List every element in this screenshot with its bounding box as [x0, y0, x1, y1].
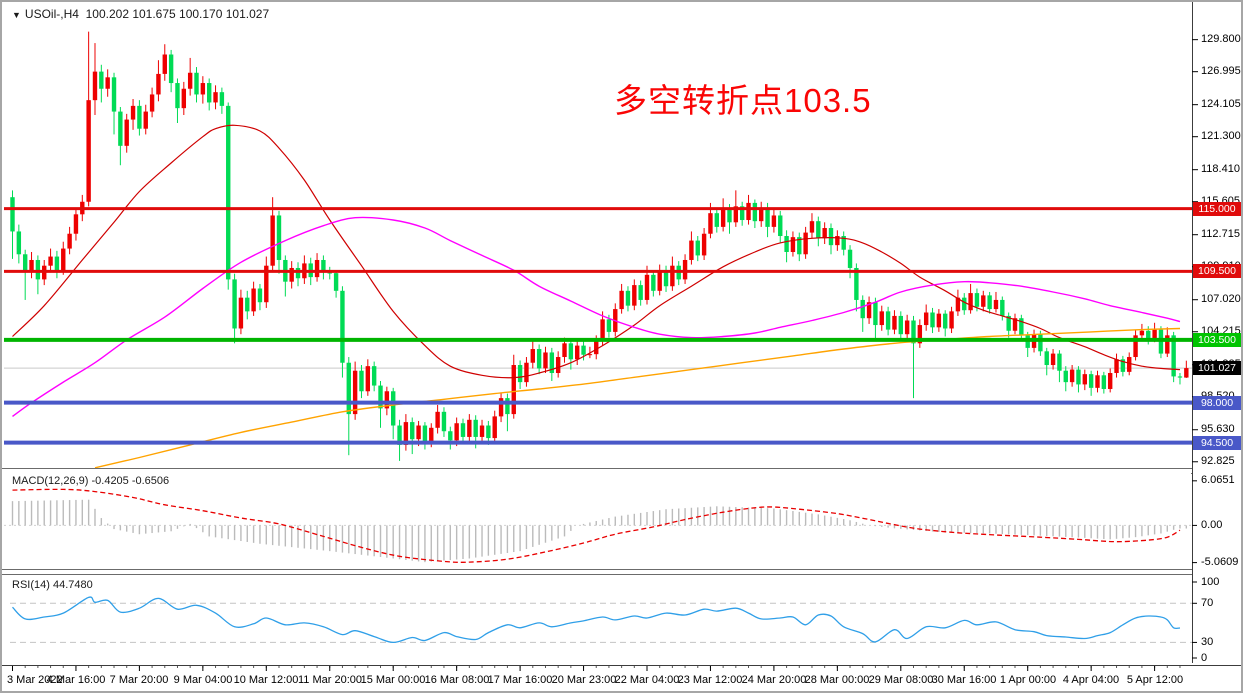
time-axis-label: 4 Mar 16:00 [46, 674, 106, 686]
time-axis-label: 29 Mar 08:00 [868, 674, 934, 686]
time-axis-label: 15 Mar 00:00 [360, 674, 426, 686]
time-axis-label: 11 Mar 20:00 [297, 674, 363, 686]
macd-panel[interactable] [2, 473, 1191, 569]
price-tick-label: 118.410 [1201, 163, 1240, 175]
time-axis-label: 22 Mar 04:00 [614, 674, 680, 686]
price-level-badge-115.000: 115.000 [1193, 202, 1241, 216]
main-chart-panel[interactable] [2, 4, 1191, 468]
time-axis-label: 17 Mar 16:00 [487, 674, 553, 686]
price-tick-label: 126.995 [1201, 65, 1241, 77]
ohlc-readout: 100.202 101.675 100.170 101.027 [85, 7, 270, 21]
time-axis-label: 5 Apr 12:00 [1126, 674, 1184, 686]
macd-tick-label: 6.0651 [1201, 474, 1235, 486]
time-axis-label: 9 Mar 04:00 [173, 674, 233, 686]
time-axis-label: 23 Mar 12:00 [677, 674, 743, 686]
price-level-badge-101.027: 101.027 [1193, 361, 1241, 375]
price-tick-label: 124.105 [1201, 98, 1241, 110]
rsi-label: RSI(14) 44.7480 [12, 579, 93, 591]
price-level-badge-94.500: 94.500 [1193, 436, 1241, 450]
macd-tick-label: -5.0609 [1201, 556, 1239, 568]
time-axis-label: 1 Apr 00:00 [999, 674, 1057, 686]
annotation-text[interactable]: 多空转折点103.5 [614, 82, 872, 119]
time-axis-label: 10 Mar 12:00 [233, 674, 299, 686]
price-level-badge-98.000: 98.000 [1193, 396, 1241, 410]
price-tick-label: 107.020 [1201, 293, 1241, 305]
price-tick-label: 129.800 [1201, 33, 1241, 45]
price-tick-label: 95.630 [1201, 423, 1235, 435]
rsi-tick-label: 100 [1201, 576, 1220, 588]
rsi-tick-label: 70 [1201, 597, 1214, 609]
macd-values: -0.4205 -0.6506 [91, 475, 170, 487]
time-axis-label: 16 Mar 08:00 [424, 674, 490, 686]
chevron-down-icon[interactable]: ▼ [12, 10, 21, 20]
time-axis-label: 20 Mar 23:00 [551, 674, 617, 686]
symbol-info: ▼ USOil-,H4 100.202 101.675 100.170 101.0… [12, 7, 269, 21]
macd-tick-label: 0.00 [1201, 519, 1223, 531]
panel-splitter-2[interactable] [2, 569, 1241, 575]
time-axis-border [2, 665, 1241, 666]
time-axis-label: 28 Mar 00:00 [804, 674, 870, 686]
price-level-badge-103.500: 103.500 [1193, 333, 1241, 347]
rsi-value: 44.7480 [52, 579, 93, 591]
price-tick-label: 112.715 [1201, 228, 1240, 240]
rsi-tick-label: 0 [1201, 652, 1208, 664]
price-tick-label: 121.300 [1201, 130, 1241, 142]
price-level-badge-109.500: 109.500 [1193, 264, 1241, 278]
rsi-panel[interactable] [2, 575, 1191, 665]
time-axis-label: 7 Mar 20:00 [109, 674, 169, 686]
time-axis-label: 30 Mar 16:00 [931, 674, 997, 686]
price-axis-border [1192, 2, 1193, 663]
time-axis[interactable] [2, 666, 1241, 691]
price-tick-label: 92.825 [1201, 455, 1235, 467]
time-axis-label: 24 Mar 20:00 [741, 674, 807, 686]
rsi-tick-label: 30 [1201, 636, 1214, 648]
macd-label: MACD(12,26,9) -0.4205 -0.6506 [12, 475, 170, 487]
time-axis-label: 4 Apr 04:00 [1062, 674, 1120, 686]
symbol-timeframe-label: USOil-,H4 [24, 7, 79, 21]
time-axis-label: 3 Mar 2022 [7, 674, 63, 686]
